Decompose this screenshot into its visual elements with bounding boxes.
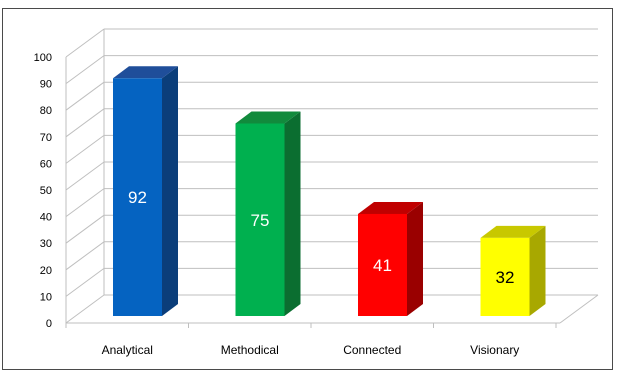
- gridline-30: [65, 214, 598, 244]
- x-axis-ticks: Analytical Methodical Connected Visionary: [102, 343, 520, 357]
- bar-side: [407, 201, 423, 316]
- gridline-50: [65, 161, 598, 191]
- bar-top: [113, 66, 178, 79]
- y-tick-label: 90: [40, 79, 52, 91]
- y-tick-label: 0: [46, 318, 52, 330]
- bar-front: [235, 123, 285, 316]
- bar-top: [235, 111, 301, 124]
- bar-top: [358, 201, 423, 214]
- bar-side: [529, 225, 546, 316]
- x-tick-label-analytical: Analytical: [102, 343, 153, 357]
- y-tick-label: 100: [34, 52, 52, 64]
- gridline-80: [65, 81, 598, 111]
- bar-top: [480, 225, 546, 238]
- y-tick-label: 40: [40, 212, 52, 224]
- bar-side: [162, 66, 178, 316]
- y-tick-label: 60: [40, 158, 52, 170]
- bar-side: [284, 111, 301, 316]
- y-tick-label: 50: [40, 185, 52, 197]
- y-axis-ticks: 0 10 20 30 40 50 60 70 80 90 100: [34, 52, 52, 330]
- bar-front: [113, 78, 162, 316]
- bar-methodical: 75: [235, 111, 301, 316]
- data-label: 92: [128, 188, 147, 207]
- x-tick-label-visionary: Visionary: [470, 343, 519, 357]
- bar-analytical: 92: [113, 66, 178, 316]
- floor-right-edge: [559, 294, 599, 324]
- bars: 92 75 41 32: [113, 66, 546, 316]
- gridline-60: [65, 134, 598, 164]
- x-tick-label-connected: Connected: [343, 343, 401, 357]
- y-tick-label: 20: [40, 265, 52, 277]
- gridline-90: [65, 55, 598, 85]
- y-tick-label: 10: [40, 291, 52, 303]
- gridline-70: [65, 108, 598, 138]
- x-tick-label-methodical: Methodical: [221, 343, 279, 357]
- gridline-40: [65, 188, 598, 218]
- y-tick-label: 30: [40, 238, 52, 250]
- bar-visionary: 32: [480, 225, 546, 316]
- bar-connected: 41: [358, 201, 423, 316]
- bar-front: [358, 213, 407, 316]
- data-label: 32: [496, 268, 515, 287]
- y-tick-label: 80: [40, 105, 52, 117]
- data-label: 41: [373, 256, 392, 275]
- y-tick-label: 70: [40, 132, 52, 144]
- bar-front: [480, 237, 530, 316]
- data-label: 75: [251, 211, 270, 230]
- gridline-100: [65, 28, 598, 58]
